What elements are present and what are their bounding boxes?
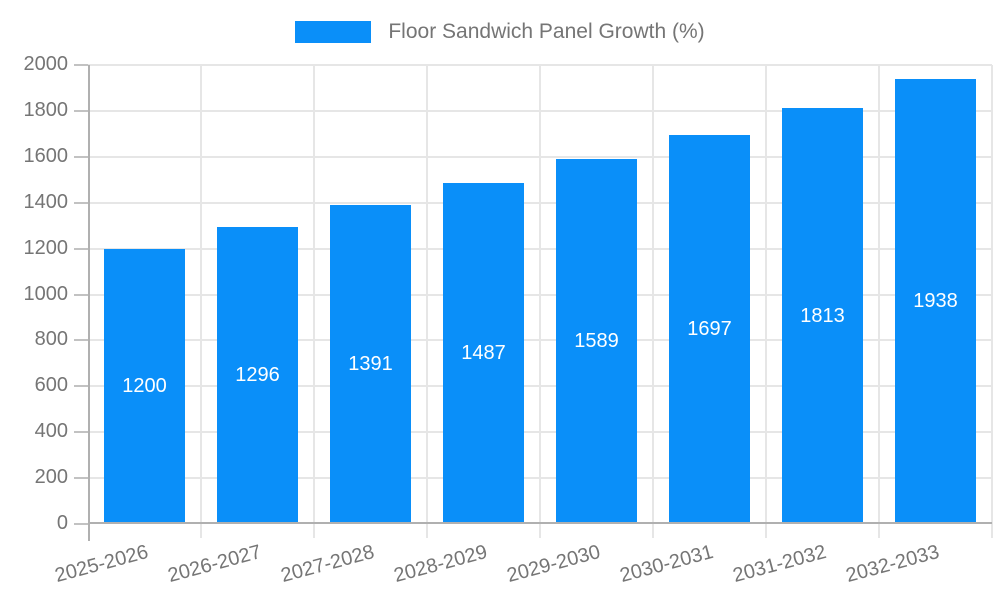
y-tick — [74, 523, 88, 525]
y-axis-label: 1800 — [23, 98, 69, 121]
bar: 1697 — [669, 135, 750, 524]
y-axis-label: 1600 — [23, 144, 69, 167]
y-tick — [74, 293, 88, 296]
y-axis-label: 2000 — [23, 53, 69, 75]
y-tick — [74, 247, 88, 250]
y-axis-label: 1000 — [23, 282, 69, 305]
x-gridline — [426, 65, 428, 538]
x-axis-label: 2027-2028 — [278, 541, 377, 588]
bar: 1589 — [556, 159, 637, 524]
x-gridline — [878, 65, 880, 538]
x-gridline — [652, 65, 654, 538]
bar: 1938 — [895, 79, 976, 524]
x-gridline — [200, 65, 202, 538]
x-gridline — [765, 65, 767, 538]
bar-value-label: 1296 — [235, 364, 280, 386]
bar: 1391 — [330, 205, 411, 524]
y-axis-line — [88, 65, 90, 541]
legend: Floor Sandwich Panel Growth (%) — [0, 20, 1000, 44]
x-axis-label: 2028-2029 — [391, 541, 490, 588]
x-axis-label: 2029-2030 — [504, 541, 603, 588]
bar: 1487 — [443, 183, 524, 524]
y-tick — [74, 201, 88, 204]
bar-value-label: 1391 — [348, 353, 393, 375]
y-tick — [74, 155, 88, 158]
y-tick — [74, 477, 88, 480]
x-axis-line — [88, 522, 992, 524]
y-tick — [74, 64, 88, 66]
y-axis-label: 800 — [34, 328, 68, 351]
bar-value-label: 1697 — [687, 318, 732, 340]
y-tick — [74, 109, 88, 112]
bar-value-label: 1589 — [574, 330, 619, 352]
x-axis-label: 2025-2026 — [52, 541, 151, 588]
x-axis-label: 2030-2031 — [617, 541, 716, 588]
y-axis-label: 400 — [34, 420, 68, 443]
y-tick — [74, 431, 88, 434]
y-axis-label: 200 — [34, 466, 68, 489]
bar-value-label: 1200 — [122, 375, 167, 397]
bar: 1296 — [217, 227, 298, 524]
bar-value-label: 1813 — [800, 304, 845, 327]
x-gridline — [313, 65, 315, 538]
x-axis-label: 2031-2032 — [730, 541, 829, 588]
y-axis-label: 600 — [34, 374, 68, 397]
bar: 1200 — [104, 249, 185, 524]
bar: 1813 — [782, 108, 863, 524]
y-axis-label: 1200 — [23, 236, 69, 259]
bar-value-label: 1487 — [461, 342, 506, 364]
legend-swatch-icon — [295, 21, 372, 43]
x-axis-label: 2032-2033 — [843, 541, 942, 588]
legend-series-label: Floor Sandwich Panel Growth (%) — [388, 20, 705, 43]
bar-value-label: 1938 — [913, 290, 958, 312]
y-tick — [74, 339, 88, 342]
plot-area: 0 200 400 600 800 1000 1200 1400 1600 1800 2000 120… — [24, 53, 993, 587]
x-gridline — [991, 65, 993, 538]
y-axis-label: 1400 — [23, 190, 69, 213]
y-axis-label: 0 — [56, 512, 68, 534]
x-gridline — [539, 65, 541, 538]
x-axis-label: 2026-2027 — [165, 541, 264, 588]
y-tick — [74, 385, 88, 388]
